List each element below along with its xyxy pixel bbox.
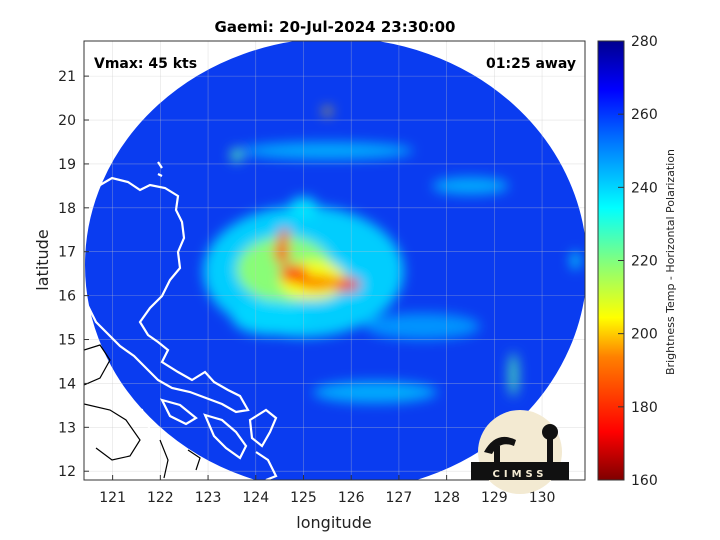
x-tick-label-127: 127	[386, 490, 413, 506]
tb-feature-15	[365, 313, 481, 340]
x-tick-label-125: 125	[290, 490, 317, 506]
colorbar-tick-label-260: 260	[631, 107, 658, 123]
x-tick-label-121: 121	[99, 490, 126, 506]
y-tick-label-14: 14	[58, 376, 76, 392]
coastline-samar	[248, 408, 278, 448]
coastline-leyte	[255, 451, 278, 480]
coastline-batanes	[157, 161, 163, 177]
colorbar-tick-label-200: 200	[631, 327, 658, 343]
coastline-mindoro	[119, 398, 152, 461]
coastline-visayas-2	[203, 413, 248, 460]
y-tick-label-20: 20	[58, 113, 76, 129]
tb-feature-18	[571, 251, 580, 270]
x-axis-ticks: 121 122 123 124 125 126 127 128 129 130	[99, 475, 555, 506]
colorbar-tick-label-220: 220	[631, 254, 658, 270]
logo-dish	[484, 436, 516, 454]
logo-tower-tank	[542, 424, 558, 440]
tb-feature-10	[230, 148, 243, 162]
y-tick-label-16: 16	[58, 289, 76, 305]
y-tick-label-17: 17	[58, 245, 76, 261]
chart-title: Gaemi: 20-Jul-2024 23:30:00	[215, 18, 456, 36]
y-tick-label-18: 18	[58, 201, 76, 217]
coast-outside-3	[159, 439, 169, 479]
colorbar: 160 180 200 220 240 260 280 Brightness Temp - …	[597, 34, 677, 489]
y-tick-label-12: 12	[58, 464, 76, 480]
logo-text: CIMSS	[493, 469, 548, 480]
colorbar-label: Brightness Temp - Horizontal Polarizatio…	[664, 149, 677, 375]
y-axis-ticks: 12 13 14 15 16 17 18 19 20 21	[58, 69, 89, 480]
coast-outside-1	[84, 344, 111, 386]
tb-feature-17	[509, 352, 518, 397]
tb-feature-6	[298, 275, 337, 290]
coastline-visayas-1	[159, 398, 198, 426]
coast-outside-4	[187, 449, 201, 471]
x-tick-label-128: 128	[433, 490, 460, 506]
coastlines-outside	[84, 344, 201, 479]
logo-ground	[471, 462, 569, 480]
logo-tower-leg	[547, 438, 553, 462]
x-tick-label-124: 124	[242, 490, 269, 506]
tb-feature-13	[241, 141, 414, 160]
y-tick-label-21: 21	[58, 69, 76, 85]
plot-frame	[83, 40, 586, 481]
colorbar-tick-label-280: 280	[631, 34, 658, 50]
tb-feature-9	[231, 300, 309, 336]
cimss-logo: CIMSS	[471, 410, 569, 494]
x-tick-label-123: 123	[195, 490, 222, 506]
plot-area	[84, 41, 585, 480]
coastlines	[87, 161, 278, 480]
x-tick-label-129: 129	[481, 490, 508, 506]
tb-feature-14	[432, 177, 509, 195]
x-tick-label-126: 126	[338, 490, 365, 506]
coastline-luzon	[87, 176, 250, 414]
x-tick-label-130: 130	[529, 490, 556, 506]
y-axis-label: latitude	[33, 229, 52, 290]
tb-feature-16	[313, 381, 438, 404]
tb-feature-5	[279, 264, 309, 283]
coast-outside-2	[84, 403, 141, 461]
x-tick-label-122: 122	[147, 490, 174, 506]
tb-feature-7	[332, 278, 361, 292]
swath	[84, 41, 585, 480]
colorbar-ticks: 160 180 200 220 240 260 280	[618, 34, 658, 489]
x-axis-label: longitude	[296, 513, 371, 532]
colorbar-tick-label-160: 160	[631, 473, 658, 489]
logo-dish-stand	[494, 446, 500, 462]
vmax-annotation: Vmax: 45 kts	[94, 56, 197, 72]
colorbar-tick-label-240: 240	[631, 180, 658, 196]
y-tick-label-15: 15	[58, 333, 76, 349]
y-tick-label-19: 19	[58, 157, 76, 173]
y-tick-label-13: 13	[58, 420, 76, 436]
tb-feature-3	[278, 228, 291, 240]
colorbar-tick-label-180: 180	[631, 400, 658, 416]
time-away-annotation: 01:25 away	[486, 56, 576, 72]
tb-feature-11	[323, 106, 332, 116]
